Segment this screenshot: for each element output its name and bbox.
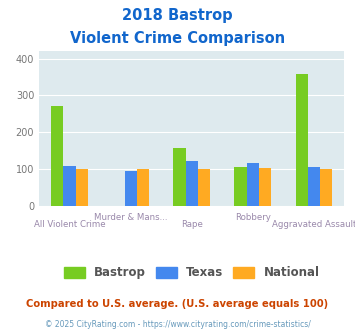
- Text: Robbery: Robbery: [235, 213, 271, 222]
- Text: All Violent Crime: All Violent Crime: [34, 220, 105, 229]
- Bar: [295, 74, 308, 206]
- Legend: Bastrop, Texas, National: Bastrop, Texas, National: [59, 262, 324, 284]
- Text: 2018 Bastrop: 2018 Bastrop: [122, 8, 233, 23]
- Bar: [186, 161, 198, 206]
- Text: Rape: Rape: [181, 220, 203, 229]
- Text: Murder & Mans...: Murder & Mans...: [94, 213, 168, 222]
- Bar: [64, 166, 76, 206]
- Bar: [234, 168, 247, 206]
- Bar: [51, 106, 64, 206]
- Bar: [137, 169, 149, 206]
- Text: © 2025 CityRating.com - https://www.cityrating.com/crime-statistics/: © 2025 CityRating.com - https://www.city…: [45, 320, 310, 329]
- Bar: [198, 169, 210, 206]
- Bar: [308, 167, 320, 206]
- Bar: [247, 163, 259, 206]
- Bar: [173, 148, 186, 206]
- Text: Compared to U.S. average. (U.S. average equals 100): Compared to U.S. average. (U.S. average …: [26, 299, 329, 309]
- Bar: [125, 171, 137, 206]
- Bar: [259, 168, 271, 206]
- Text: Violent Crime Comparison: Violent Crime Comparison: [70, 31, 285, 46]
- Text: Aggravated Assault: Aggravated Assault: [272, 220, 355, 229]
- Bar: [320, 169, 332, 206]
- Bar: [76, 169, 88, 206]
